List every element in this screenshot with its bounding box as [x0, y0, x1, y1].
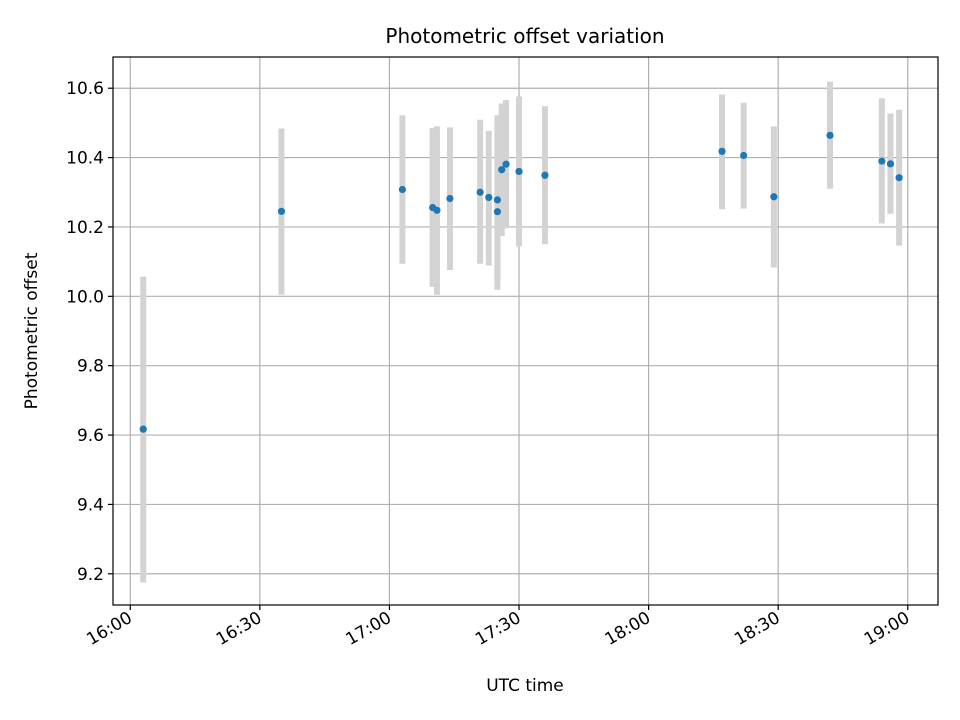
y-tick-label: 10.2 [66, 218, 104, 238]
data-point [515, 167, 523, 176]
data-point [498, 166, 506, 174]
data-point [502, 160, 510, 168]
data-point [476, 188, 484, 196]
data-point [398, 185, 406, 194]
data-point [895, 174, 903, 182]
data-point [446, 194, 454, 203]
y-tick-label: 9.2 [77, 565, 104, 585]
data-point [493, 208, 502, 216]
data-point [139, 425, 147, 433]
error-bars [140, 81, 903, 583]
data-point [740, 151, 748, 160]
data-point [878, 157, 886, 165]
x-tick-label: 18:00 [602, 608, 654, 650]
x-tick-label: 16:00 [83, 608, 135, 650]
plot-frame [112, 56, 939, 606]
data-points [139, 131, 903, 433]
data-point [433, 206, 441, 214]
x-tick-label: 16:30 [213, 608, 265, 650]
data-point [718, 147, 726, 155]
data-point [770, 193, 778, 201]
x-tick-label: 18:30 [731, 608, 783, 650]
y-tick-label: 9.4 [77, 495, 104, 515]
y-tick-label: 9.6 [77, 426, 104, 446]
y-tick-label: 10.4 [66, 149, 104, 169]
x-axis-label: UTC time [486, 676, 564, 696]
data-point [493, 196, 502, 204]
y-axis-label: Photometric offset [22, 252, 42, 409]
x-tick-label: 17:30 [472, 608, 524, 650]
x-tick-label: 17:00 [343, 608, 395, 650]
data-point [886, 160, 895, 168]
data-point [485, 193, 493, 202]
y-tick-label: 10.6 [66, 79, 104, 99]
chart-title: Photometric offset variation [385, 24, 664, 48]
x-tick-label: 19:00 [861, 608, 913, 650]
data-point [826, 131, 834, 139]
data-point [277, 207, 286, 215]
data-point [541, 171, 549, 179]
grid [113, 57, 938, 605]
y-tick-label: 10.0 [66, 287, 104, 307]
y-tick-label: 9.8 [77, 357, 104, 377]
